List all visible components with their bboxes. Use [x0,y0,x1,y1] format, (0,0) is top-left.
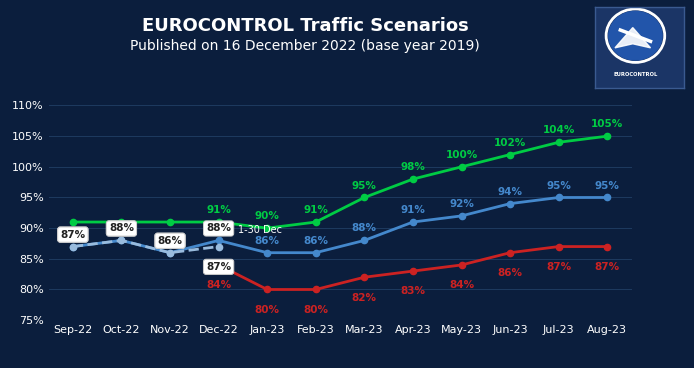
Text: 1-30 Dec: 1-30 Dec [238,225,282,235]
Text: 91%: 91% [400,205,425,215]
Text: EUROCONTROL: EUROCONTROL [613,72,658,77]
Text: 95%: 95% [595,181,620,191]
Text: 86%: 86% [158,236,183,246]
Text: 84%: 84% [449,280,474,290]
Polygon shape [615,28,650,48]
Text: 87%: 87% [60,230,85,240]
Text: 90%: 90% [255,211,280,221]
Text: 88%: 88% [109,223,134,233]
Text: 92%: 92% [449,199,474,209]
Text: 84%: 84% [206,280,231,290]
Circle shape [606,9,665,63]
Text: 86%: 86% [255,236,280,246]
Text: 86%: 86% [303,236,328,246]
Text: 88%: 88% [206,223,231,233]
Text: 100%: 100% [446,150,477,160]
Text: 104%: 104% [543,125,575,135]
Text: 87%: 87% [206,262,231,272]
Text: 83%: 83% [400,286,425,296]
Text: 91%: 91% [303,205,328,215]
Legend: High, Base, Low, Actual: High, Base, Low, Actual [183,366,497,368]
Text: 80%: 80% [255,305,280,315]
Text: 86%: 86% [158,236,183,246]
Text: 95%: 95% [352,181,377,191]
Text: 80%: 80% [303,305,328,315]
Text: 98%: 98% [400,162,425,172]
Text: 94%: 94% [498,187,523,197]
Text: 91%: 91% [206,205,231,215]
Text: 95%: 95% [546,181,571,191]
Text: 88%: 88% [109,223,134,233]
Text: EUROCONTROL Traffic Scenarios: EUROCONTROL Traffic Scenarios [142,17,468,35]
Text: 87%: 87% [546,262,571,272]
Text: 86%: 86% [498,268,523,278]
Text: 102%: 102% [494,138,526,148]
Text: 87%: 87% [595,262,620,272]
Text: 88%: 88% [352,223,377,233]
Text: 82%: 82% [352,293,377,302]
Text: Published on 16 December 2022 (base year 2019): Published on 16 December 2022 (base year… [130,39,480,53]
Circle shape [609,11,662,60]
Text: 105%: 105% [591,119,623,129]
Text: 87%: 87% [60,230,85,240]
